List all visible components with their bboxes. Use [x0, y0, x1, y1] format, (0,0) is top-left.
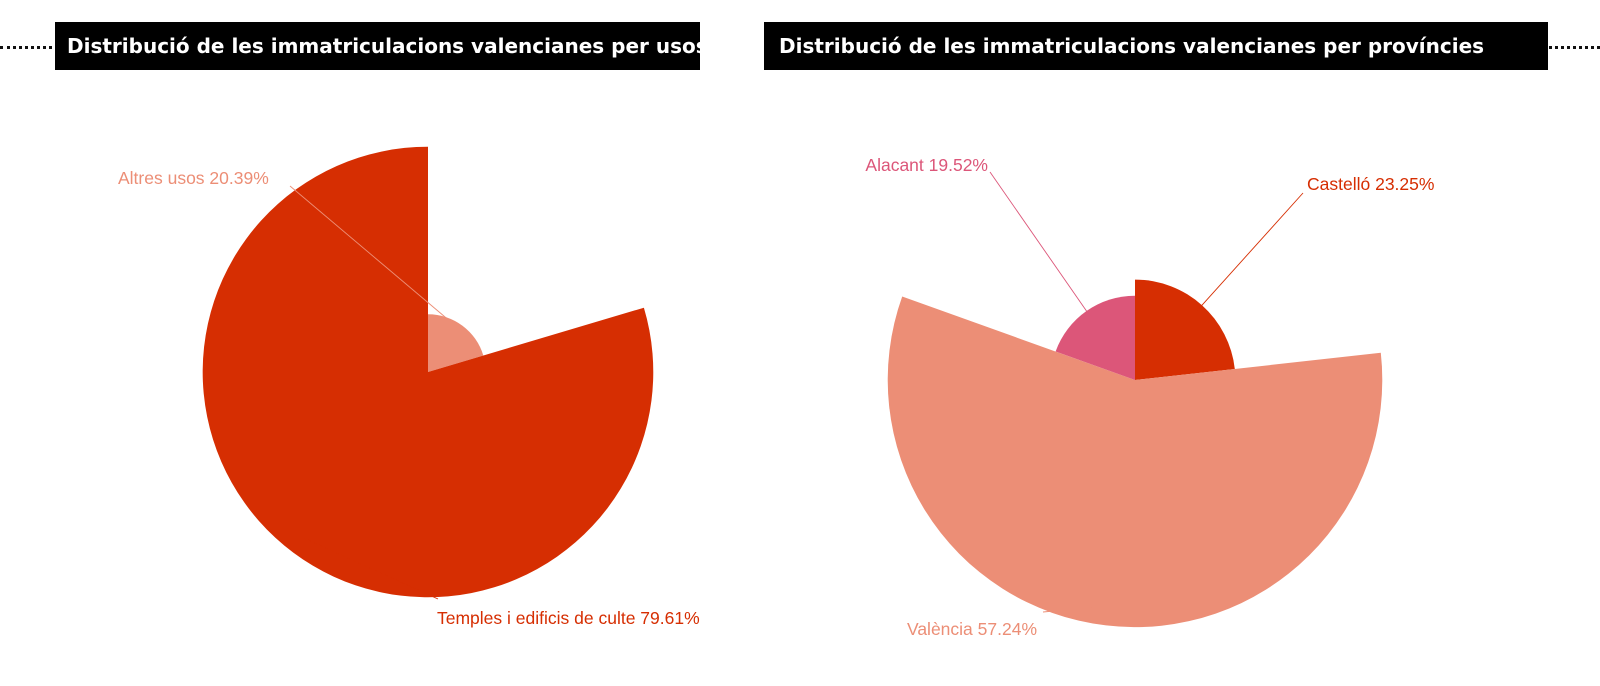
- chart-title-usos: Distribució de les immatriculacions vale…: [55, 22, 708, 70]
- slice-temples: [202, 146, 654, 598]
- data-label-alacant: Alacant 19.52%: [865, 155, 988, 175]
- leader-line-valencia: [1042, 605, 1109, 613]
- slice-valencia: [887, 296, 1383, 628]
- right-dotted-rule: [1520, 46, 1600, 49]
- slice-castello: [1135, 279, 1235, 380]
- left-dotted-rule: [0, 46, 52, 49]
- leader-line-altres-usos: [289, 185, 460, 330]
- slice-alacant: [1055, 295, 1135, 380]
- leader-line-castello: [1196, 192, 1304, 312]
- data-label-valencia: València 57.24%: [907, 619, 1037, 639]
- slice-altres-usos: [428, 314, 484, 372]
- data-label-altres-usos: Altres usos 20.39%: [118, 168, 269, 188]
- chart-title-provincies: Distribució de les immatriculacions vale…: [764, 22, 1548, 70]
- leader-line-temples: [303, 537, 439, 600]
- data-label-castello: Castelló 23.25%: [1307, 174, 1434, 194]
- leader-line-alacant: [989, 171, 1091, 317]
- data-label-temples: Temples i edificis de culte 79.61%: [437, 608, 700, 628]
